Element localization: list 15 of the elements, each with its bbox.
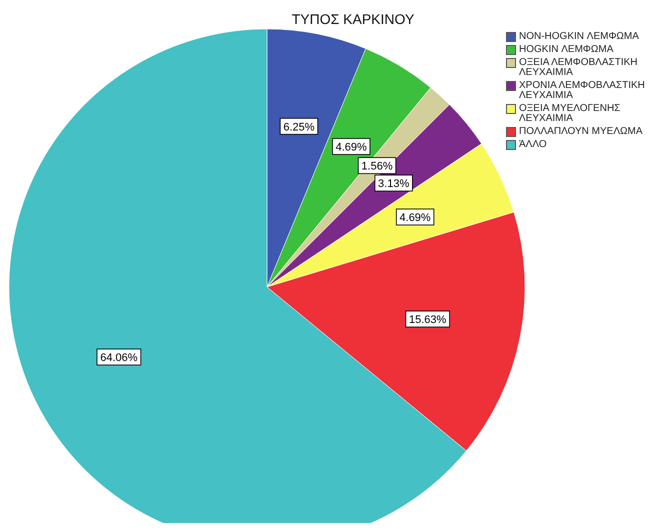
data-label: 6.25% [283, 121, 315, 134]
legend-label: ΧΡΟΝΙΑ ΛΕΜΦΟΒΛΑΣΤΙΚΗ ΛΕΥΧΑΙΜΙΑ [519, 80, 646, 101]
legend-label: ΠΟΛΛΑΠΛΟΥΝ ΜΥΕΛΩΜΑ [519, 126, 642, 137]
data-label: 3.13% [378, 178, 410, 190]
data-label: 4.69% [400, 212, 431, 224]
data-label: 1.56% [361, 160, 393, 173]
legend-label: ΆΛΛΟ [519, 139, 547, 150]
data-label: 64.06% [100, 352, 138, 364]
chart-title: ΤΥΠΟΣ ΚΑΡΚΙΝΟΥ [290, 11, 416, 27]
legend-label: ΟΞΕΙΑ ΜΥΕΛΟΓΕΝΗΣ ΛΕΥΧΑΙΜΙΑ [519, 103, 622, 124]
legend-label: NON-HOGKIN ΛΕΜΦΩΜΑ [519, 31, 639, 42]
data-label: 15.63% [409, 314, 447, 326]
legend-label: ΟΞΕΙΑ ΛΕΜΦΟΒΛΑΣΤΙΚΗ ΛΕΥΧΑΙΜΙΑ [519, 57, 638, 78]
legend-label: HOGKIN ΛΕΜΦΩΜΑ [519, 44, 614, 55]
data-label: 4.69% [336, 141, 368, 154]
